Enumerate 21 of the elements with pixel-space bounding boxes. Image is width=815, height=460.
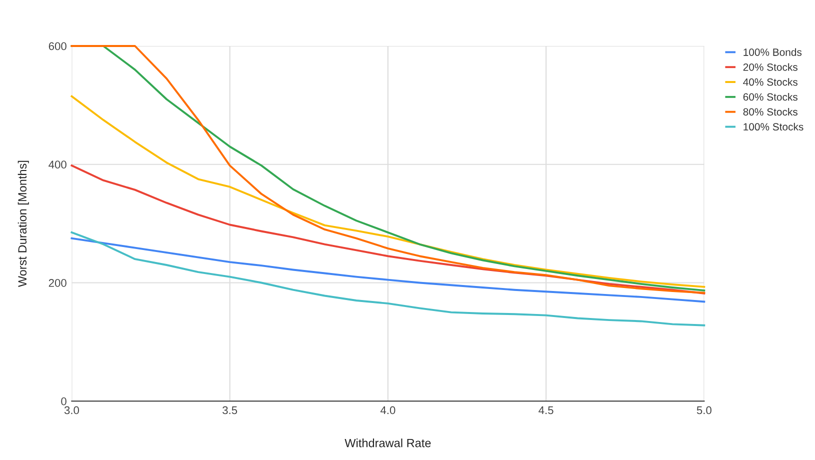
legend-label: 60% Stocks	[743, 93, 798, 101]
x-tick-label: 3.5	[222, 406, 238, 414]
y-axis-title: Worst Duration [Months]	[18, 160, 29, 288]
legend-label: 40% Stocks	[743, 78, 798, 86]
x-axis-title: Withdrawal Rate	[344, 438, 431, 448]
legend-label: 20% Stocks	[743, 63, 798, 71]
x-tick-label: 5.0	[696, 406, 712, 414]
y-tick-label: 0	[61, 397, 66, 406]
x-tick-label: 3.0	[64, 406, 80, 414]
y-tick-label: 400	[48, 160, 66, 169]
legend-label: 100% Bonds	[744, 48, 802, 56]
x-tick-label: 4.0	[380, 406, 396, 414]
line-series	[70, 237, 706, 303]
line-series	[70, 164, 706, 294]
y-tick-label: 200	[48, 279, 66, 287]
legend-label: 100% Stocks	[744, 122, 804, 131]
y-tick-label: 600	[48, 42, 66, 50]
line-series	[70, 95, 706, 288]
line-series	[70, 231, 706, 326]
x-tick-label: 4.5	[538, 406, 554, 414]
legend-label: 80% Stocks	[743, 108, 798, 116]
